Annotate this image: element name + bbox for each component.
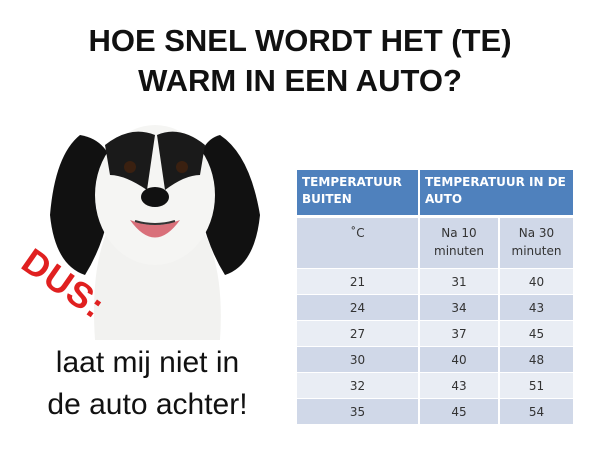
table-row: 21 31 40 [297, 268, 575, 295]
cell-outside: 35 [297, 398, 420, 425]
temperature-table: TEMPERATUUR BUITEN TEMPERATUUR IN DE AUT… [297, 170, 575, 425]
cell-10min: 31 [419, 268, 500, 295]
cell-10min: 43 [419, 372, 500, 399]
table-row: 27 37 45 [297, 320, 575, 347]
cell-30min: 43 [499, 294, 575, 321]
table-row: 35 45 54 [297, 398, 575, 425]
table-row: 30 40 48 [297, 346, 575, 373]
table-row: 24 34 43 [297, 294, 575, 321]
cell-10min: 34 [419, 294, 500, 321]
cell-30min: 40 [499, 268, 575, 295]
message-line-2: de auto achter! [47, 388, 248, 421]
cell-10min: 45 [419, 398, 500, 425]
header-outside-temp: TEMPERATUUR BUITEN [297, 170, 420, 218]
header-car-temp: TEMPERATUUR IN DE AUTO [419, 170, 575, 218]
message-line-1: laat mij niet in [55, 346, 240, 379]
table-subheader-row: ˚C Na 10 minuten Na 30 minuten [297, 216, 575, 269]
cell-30min: 51 [499, 372, 575, 399]
cell-outside: 24 [297, 294, 420, 321]
dog-image [35, 115, 275, 340]
cell-10min: 37 [419, 320, 500, 347]
cell-10min: 40 [419, 346, 500, 373]
cell-30min: 48 [499, 346, 575, 373]
cell-outside: 32 [297, 372, 420, 399]
table-header-row: TEMPERATUUR BUITEN TEMPERATUUR IN DE AUT… [297, 170, 575, 218]
cell-outside: 30 [297, 346, 420, 373]
cell-30min: 54 [499, 398, 575, 425]
subheader-unit: ˚C [297, 216, 420, 269]
subheader-30min: Na 30 minuten [499, 216, 575, 269]
table-row: 32 43 51 [297, 372, 575, 399]
title-line-1: HOE SNEL WORDT HET (TE) [88, 23, 512, 58]
cell-30min: 45 [499, 320, 575, 347]
cell-outside: 21 [297, 268, 420, 295]
subheader-10min: Na 10 minuten [419, 216, 500, 269]
title-line-2: WARM IN EEN AUTO? [138, 63, 462, 98]
cell-outside: 27 [297, 320, 420, 347]
